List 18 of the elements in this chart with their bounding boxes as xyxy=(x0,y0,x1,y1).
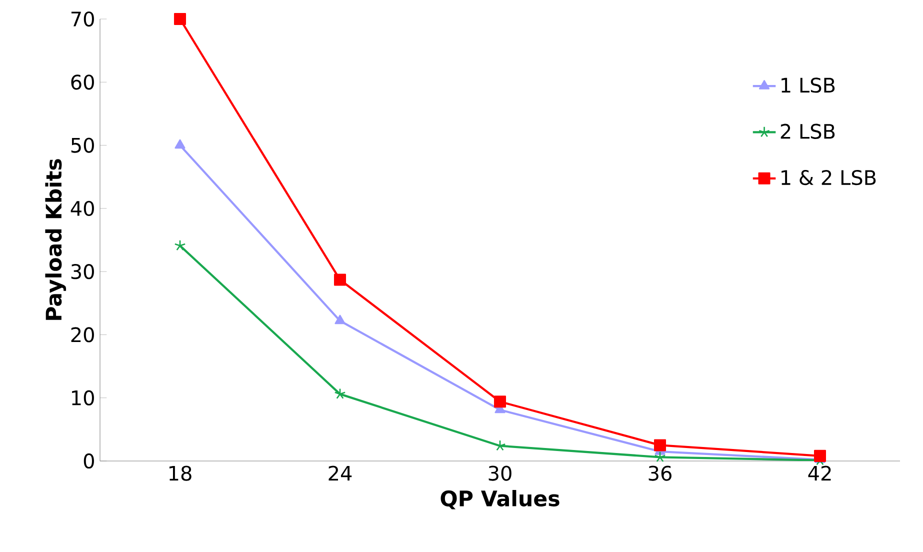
y-tick-label: 30 xyxy=(71,264,94,280)
legend-label: 1 LSB xyxy=(782,78,835,93)
x-tick-label: 18 xyxy=(169,466,192,481)
x-tick-label: 42 xyxy=(808,466,831,481)
y-tick-label: 40 xyxy=(70,200,94,216)
y-tick-label: 70 xyxy=(71,11,94,27)
y-tick-label: 0 xyxy=(84,453,94,469)
y-tick-label: 60 xyxy=(71,74,94,90)
y-tick-label: 50 xyxy=(71,138,94,153)
legend-label: 1 & 2 LSB xyxy=(782,170,876,186)
y-tick-label: 20 xyxy=(71,327,94,342)
y-tick-label: 10 xyxy=(72,390,94,406)
legend-label: 2 LSB xyxy=(780,124,835,139)
x-tick-label: 36 xyxy=(648,466,672,481)
x-tick-label: 30 xyxy=(488,466,512,481)
x-axis-title: QP Values xyxy=(440,490,560,510)
y-axis-title: Payload Kbits xyxy=(45,159,66,320)
x-tick-label: 24 xyxy=(328,466,352,481)
